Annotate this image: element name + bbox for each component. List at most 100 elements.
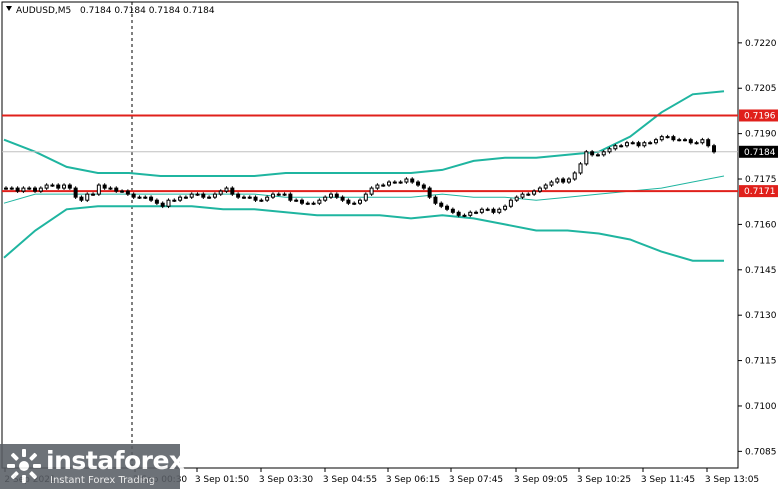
candle: [317, 198, 322, 206]
candle-body: [149, 196, 154, 201]
candle-body: [85, 193, 90, 201]
candle-body: [624, 142, 629, 147]
candle: [520, 192, 525, 199]
candle: [172, 198, 177, 203]
candle: [416, 180, 421, 187]
candle: [33, 186, 38, 193]
candle-body: [114, 187, 119, 192]
candle-body: [503, 205, 508, 210]
candle-body: [491, 208, 496, 213]
candle-body: [613, 145, 618, 150]
candle: [346, 198, 351, 206]
candle-body: [323, 196, 328, 201]
candle: [682, 137, 687, 142]
candle: [619, 143, 624, 148]
candle: [56, 183, 61, 190]
candle: [96, 183, 101, 196]
current-price-label: 0.7184: [744, 148, 776, 158]
candle: [73, 186, 78, 199]
candle-body: [328, 193, 333, 198]
candle: [491, 207, 496, 215]
candle-body: [572, 172, 577, 180]
current-price-tag: [739, 145, 778, 158]
candle-body: [259, 199, 264, 202]
candle: [9, 186, 14, 190]
candle: [677, 137, 682, 142]
candle: [595, 152, 600, 157]
candle: [189, 192, 194, 199]
candle-body: [96, 184, 101, 195]
candle: [624, 140, 629, 148]
candle: [294, 198, 299, 203]
candle-body: [120, 190, 125, 193]
candle-body: [212, 193, 217, 198]
candle-body: [387, 181, 392, 186]
candle-body: [497, 208, 502, 213]
candle-body: [508, 199, 513, 207]
candle: [392, 180, 397, 184]
candle: [236, 192, 241, 199]
candle-body: [375, 184, 380, 189]
candle-body: [218, 190, 223, 195]
y-tick-label: 0.7145: [745, 266, 777, 276]
candle: [514, 195, 519, 203]
candle: [653, 137, 658, 145]
candle: [555, 177, 560, 184]
x-tick-label: 3 Sep 01:50: [195, 475, 250, 485]
candle-body: [601, 151, 606, 156]
candle: [381, 183, 386, 187]
candle: [108, 186, 113, 190]
candle-body: [305, 202, 310, 205]
candle-body: [62, 184, 67, 189]
candle-body: [363, 193, 368, 201]
candle-body: [143, 196, 148, 199]
candle-body: [299, 199, 304, 204]
candle: [439, 201, 444, 209]
candle: [212, 192, 217, 199]
candle: [508, 198, 513, 209]
candle-body: [671, 136, 676, 141]
candle-body: [21, 187, 26, 192]
candle-body: [607, 148, 612, 153]
candle-body: [648, 142, 653, 145]
candle: [21, 186, 26, 193]
candle-body: [172, 199, 177, 202]
candle: [636, 140, 641, 148]
candle: [102, 183, 107, 190]
candle: [131, 192, 136, 199]
candle-body: [555, 178, 560, 183]
candle: [27, 186, 32, 190]
candle-body: [15, 187, 20, 192]
candle: [659, 134, 664, 142]
candle: [607, 146, 612, 154]
symbol-dropdown-icon[interactable]: [6, 6, 12, 11]
candle: [584, 149, 589, 166]
candle: [404, 177, 409, 184]
candle-body: [659, 136, 664, 141]
candle-body: [474, 211, 479, 214]
candle: [421, 183, 426, 190]
candle: [561, 177, 566, 184]
level-price-tag-2: [739, 185, 778, 198]
candle-body: [694, 142, 699, 145]
candle: [328, 192, 333, 199]
level-price-label: 0.7171: [744, 187, 776, 197]
bollinger-lower-band: [3, 205, 724, 262]
candle-body: [33, 187, 38, 192]
x-tick-label: 3 Sep 10:25: [577, 475, 631, 485]
y-tick-label: 0.7220: [745, 39, 777, 49]
candle-body: [433, 196, 438, 204]
candle-body: [688, 139, 693, 144]
candle-body: [224, 187, 229, 192]
candle-body: [381, 184, 386, 187]
candle-body: [9, 187, 14, 190]
level-price-label: 0.7196: [744, 111, 776, 121]
candle: [410, 177, 415, 184]
candle: [474, 210, 479, 215]
candle: [125, 189, 130, 196]
candle: [340, 195, 345, 203]
candle-body: [207, 196, 212, 199]
candle-body: [56, 184, 61, 189]
